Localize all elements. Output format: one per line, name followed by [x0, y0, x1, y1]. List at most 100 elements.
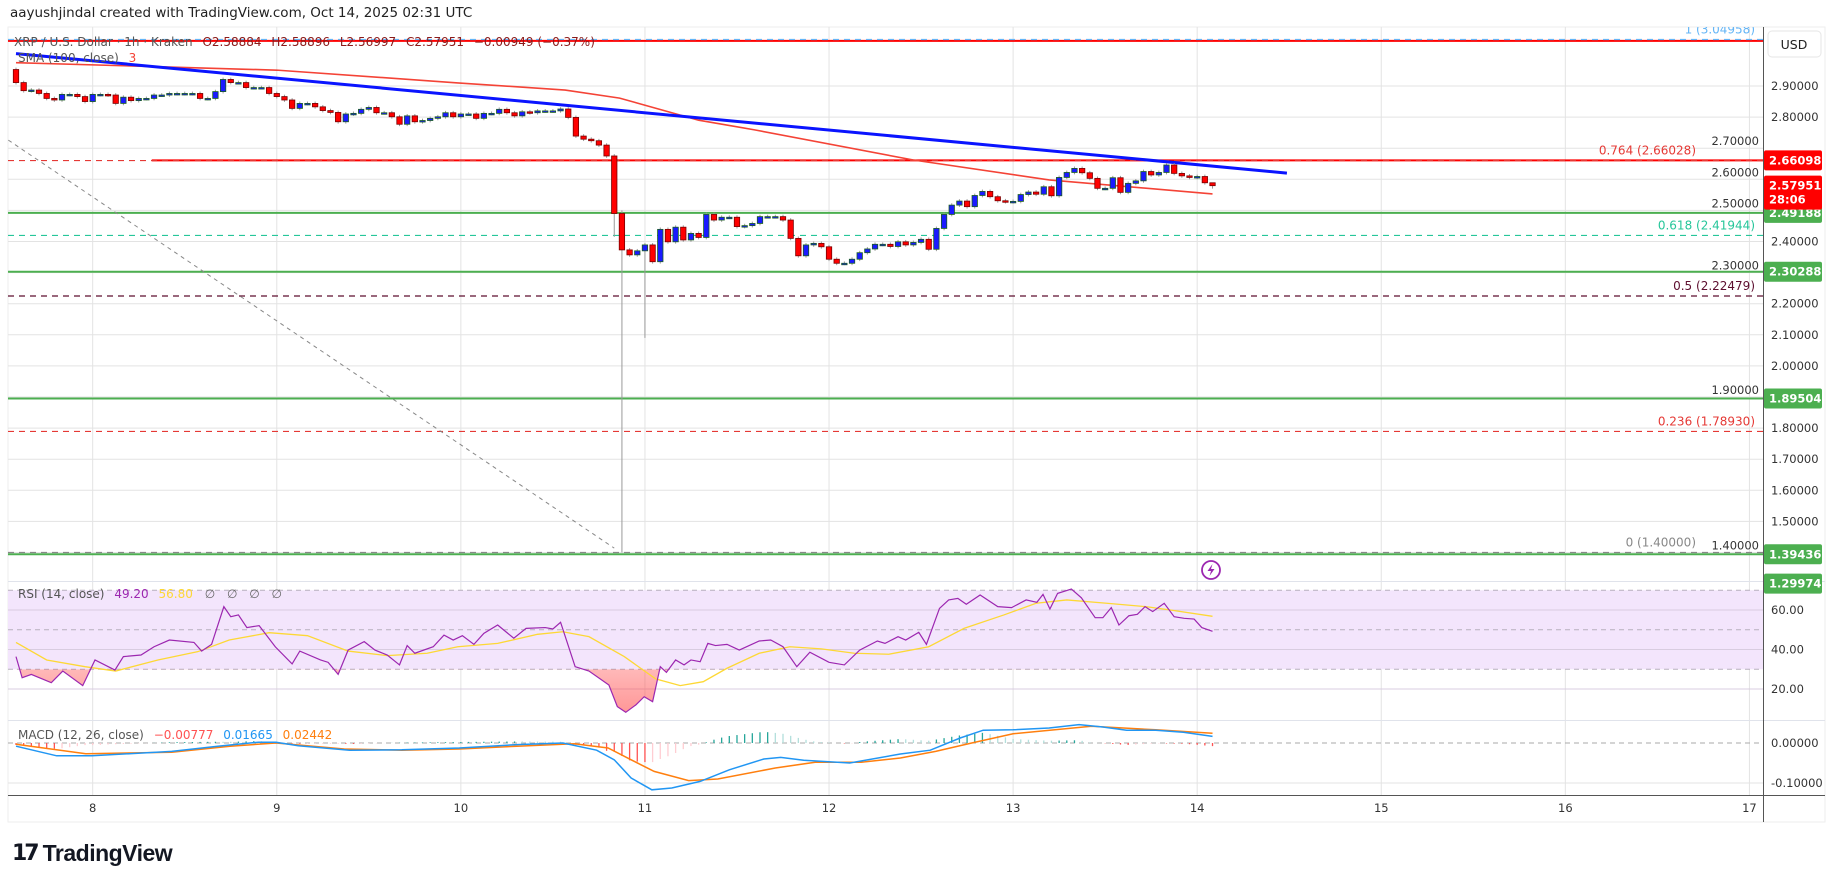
- level-price-tag[interactable]: 1.39436: [1764, 544, 1822, 565]
- candle[interactable]: [741, 223, 748, 229]
- candle[interactable]: [871, 242, 879, 251]
- candle[interactable]: [733, 215, 741, 229]
- candle[interactable]: [749, 221, 756, 228]
- candle[interactable]: [127, 95, 135, 103]
- candle[interactable]: [910, 240, 917, 247]
- candle[interactable]: [465, 112, 472, 116]
- candle[interactable]: [810, 241, 817, 247]
- candle[interactable]: [718, 215, 725, 222]
- currency-button[interactable]: USD: [1767, 30, 1822, 58]
- candle[interactable]: [12, 67, 20, 85]
- candle[interactable]: [856, 250, 863, 262]
- candle[interactable]: [503, 107, 510, 115]
- candle[interactable]: [296, 101, 303, 111]
- candle[interactable]: [1186, 174, 1193, 180]
- candle[interactable]: [496, 107, 503, 116]
- level-price-tag[interactable]: 1.89504: [1764, 388, 1822, 409]
- lightning-alert-icon[interactable]: [1201, 560, 1221, 580]
- fib-anchor-line[interactable]: [8, 139, 615, 549]
- candle[interactable]: [43, 91, 50, 101]
- candle[interactable]: [940, 212, 948, 231]
- candle[interactable]: [963, 199, 971, 209]
- candle[interactable]: [304, 101, 311, 106]
- candle[interactable]: [887, 242, 894, 249]
- candle[interactable]: [89, 92, 96, 104]
- candle[interactable]: [687, 231, 695, 242]
- tradingview-logo[interactable]: 17 TradingView: [12, 840, 173, 867]
- bearish-trendline[interactable]: [15, 52, 1288, 175]
- macd-signal-line[interactable]: [15, 725, 1213, 782]
- candle[interactable]: [549, 109, 557, 113]
- candle[interactable]: [879, 242, 886, 247]
- candle[interactable]: [756, 214, 764, 226]
- candle[interactable]: [327, 108, 334, 115]
- candle[interactable]: [672, 225, 679, 244]
- candle[interactable]: [1094, 176, 1101, 191]
- candle[interactable]: [189, 91, 196, 96]
- macd-line[interactable]: [15, 723, 1213, 791]
- candle[interactable]: [404, 113, 411, 127]
- candle[interactable]: [795, 236, 802, 258]
- candle[interactable]: [273, 91, 280, 99]
- candle[interactable]: [1125, 181, 1132, 195]
- price-pane[interactable]: 1 (3.04958) 0.764 (2.66028) 0.618 (2.41944…: [8, 22, 1763, 583]
- candle[interactable]: [1132, 178, 1139, 186]
- candle[interactable]: [626, 248, 633, 257]
- candle[interactable]: [680, 225, 687, 242]
- candle[interactable]: [1048, 184, 1055, 198]
- candle[interactable]: [342, 112, 349, 124]
- candle[interactable]: [388, 110, 395, 119]
- candle[interactable]: [833, 257, 840, 266]
- candle[interactable]: [350, 111, 357, 116]
- candle[interactable]: [74, 92, 81, 99]
- candle[interactable]: [825, 244, 833, 262]
- candle[interactable]: [542, 109, 549, 113]
- candle[interactable]: [358, 107, 365, 116]
- candle[interactable]: [588, 137, 595, 143]
- candle[interactable]: [1079, 166, 1086, 175]
- candle[interactable]: [281, 94, 288, 102]
- candle[interactable]: [419, 118, 426, 124]
- candle[interactable]: [166, 91, 173, 97]
- candle[interactable]: [1102, 186, 1109, 191]
- candle[interactable]: [511, 110, 518, 118]
- candle[interactable]: [427, 116, 434, 123]
- rsi-legend[interactable]: RSI (14, close) 49.20 56.80 ∅ ∅ ∅ ∅: [18, 587, 282, 601]
- candle[interactable]: [143, 96, 150, 101]
- rsi-line[interactable]: [15, 588, 1213, 714]
- candle[interactable]: [1040, 184, 1047, 197]
- level-price-tag[interactable]: 2.66098: [1764, 150, 1822, 171]
- legend-symbol[interactable]: XRP / U.S. Dollar · 1h · Kraken: [14, 35, 193, 49]
- candle[interactable]: [373, 105, 380, 115]
- candle[interactable]: [710, 212, 718, 222]
- candle[interactable]: [1171, 163, 1178, 176]
- level-price-tag[interactable]: 2.30288: [1764, 261, 1822, 282]
- candle[interactable]: [1086, 170, 1093, 181]
- candle[interactable]: [20, 80, 27, 93]
- candle[interactable]: [227, 77, 234, 85]
- candle[interactable]: [1033, 190, 1040, 197]
- candle[interactable]: [1194, 174, 1201, 180]
- macd-legend[interactable]: MACD (12, 26, close) −0.00777 0.01665 0.…: [18, 728, 332, 742]
- candle[interactable]: [150, 93, 158, 101]
- candle[interactable]: [1017, 192, 1024, 204]
- candle[interactable]: [902, 239, 909, 247]
- candle[interactable]: [1148, 169, 1155, 177]
- candle[interactable]: [381, 110, 388, 115]
- sma-100-line[interactable]: [15, 61, 1213, 195]
- time-axis[interactable]: 8 9 10 11 12 13 14 15 16 17: [89, 801, 1757, 815]
- candle[interactable]: [572, 115, 580, 138]
- macd-pane[interactable]: [8, 723, 1763, 791]
- candle[interactable]: [66, 92, 73, 97]
- candle[interactable]: [641, 243, 649, 338]
- candle[interactable]: [135, 96, 142, 103]
- candle[interactable]: [1071, 166, 1078, 175]
- candle[interactable]: [917, 237, 925, 245]
- candle[interactable]: [595, 138, 603, 147]
- candle[interactable]: [173, 91, 181, 96]
- candle[interactable]: [611, 154, 618, 237]
- rsi-pane[interactable]: [8, 588, 1763, 714]
- candle[interactable]: [242, 80, 250, 90]
